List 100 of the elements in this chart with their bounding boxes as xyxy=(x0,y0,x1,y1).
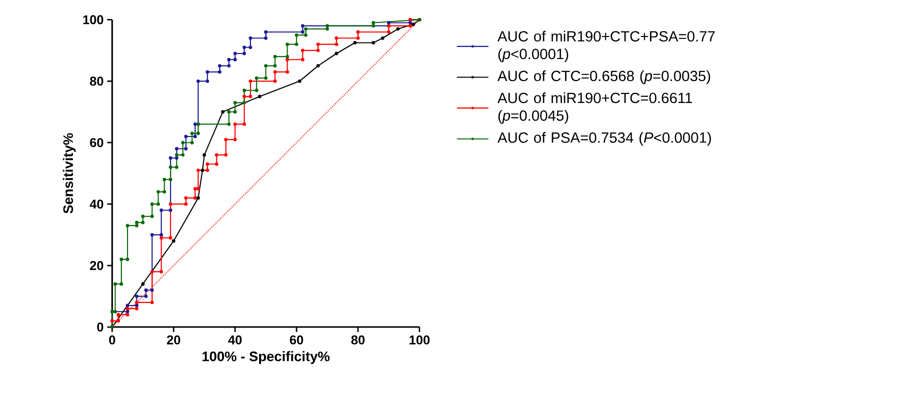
point xyxy=(114,310,117,314)
point xyxy=(264,76,268,80)
y-axis-title: Sensitivity% xyxy=(62,133,76,214)
point xyxy=(264,36,268,40)
point xyxy=(162,190,166,194)
x-tick-label: 100 xyxy=(410,335,430,345)
point xyxy=(135,300,138,304)
point xyxy=(264,64,268,68)
point xyxy=(144,294,148,298)
point xyxy=(396,27,400,31)
point xyxy=(248,80,252,83)
point xyxy=(233,138,237,142)
point xyxy=(242,101,246,104)
point xyxy=(242,52,246,56)
point xyxy=(227,122,231,126)
point xyxy=(135,306,138,310)
legend-label: AUC of miR190+CTC+PSA=0.77 (p<0.0001) xyxy=(498,30,715,62)
point xyxy=(387,21,390,25)
point xyxy=(233,58,237,62)
point xyxy=(168,156,172,160)
point xyxy=(196,187,200,191)
point xyxy=(144,288,148,292)
point xyxy=(353,41,357,45)
point xyxy=(190,141,194,144)
y-tick-label: 60 xyxy=(90,138,104,148)
point xyxy=(200,168,204,172)
point xyxy=(356,30,360,34)
point xyxy=(120,258,124,262)
point xyxy=(254,76,258,80)
y-tick-label: 100 xyxy=(83,15,104,24)
x-tick-label: 60 xyxy=(290,335,304,345)
y-tick-label: 80 xyxy=(90,76,104,86)
point xyxy=(196,80,200,83)
point xyxy=(372,21,376,25)
point xyxy=(168,208,172,212)
point xyxy=(181,153,185,157)
x-axis-title: 100% - Specificity% xyxy=(202,351,330,364)
point xyxy=(408,21,412,25)
point xyxy=(227,58,231,62)
point xyxy=(356,36,360,40)
point xyxy=(248,36,252,40)
point xyxy=(294,33,298,37)
point xyxy=(221,110,224,114)
point xyxy=(286,42,290,46)
point xyxy=(126,310,130,314)
point xyxy=(184,196,188,200)
point xyxy=(174,156,178,160)
point xyxy=(116,313,120,317)
point xyxy=(110,319,114,323)
point xyxy=(206,70,210,74)
point xyxy=(160,208,164,212)
point xyxy=(193,196,197,200)
point xyxy=(150,300,154,304)
point xyxy=(258,94,262,98)
point xyxy=(181,141,185,144)
point xyxy=(326,27,329,31)
point xyxy=(316,42,320,46)
point xyxy=(206,80,210,83)
point xyxy=(168,178,172,182)
y-tick-label: 40 xyxy=(90,200,104,209)
point xyxy=(184,202,188,206)
point xyxy=(227,64,231,68)
point xyxy=(135,294,138,298)
point xyxy=(273,80,277,83)
point xyxy=(214,153,218,157)
y-tick-label: 20 xyxy=(90,261,104,270)
point xyxy=(141,282,145,286)
point xyxy=(150,270,154,274)
point xyxy=(150,202,154,206)
point xyxy=(120,282,124,286)
point xyxy=(316,48,320,52)
point xyxy=(300,58,304,62)
legend-label: AUC of CTC=0.6568 (p=0.0035) xyxy=(498,70,710,84)
x-tick-label: 20 xyxy=(166,335,180,345)
point xyxy=(126,258,130,262)
point xyxy=(126,224,130,228)
point xyxy=(172,239,176,243)
point xyxy=(193,122,197,126)
point xyxy=(174,166,178,170)
point xyxy=(184,147,188,151)
point xyxy=(218,64,222,68)
point xyxy=(286,54,290,58)
point xyxy=(248,46,252,50)
point xyxy=(387,30,390,34)
point xyxy=(372,24,376,28)
point xyxy=(114,282,117,286)
point xyxy=(156,190,160,194)
point xyxy=(273,70,277,74)
point xyxy=(206,168,210,172)
point xyxy=(168,202,172,206)
point xyxy=(174,153,178,157)
point xyxy=(126,306,130,310)
point xyxy=(150,233,154,237)
point xyxy=(334,36,338,40)
point xyxy=(242,46,246,50)
point xyxy=(334,42,338,46)
point xyxy=(116,319,120,323)
point xyxy=(141,214,145,218)
point xyxy=(224,153,228,157)
point xyxy=(242,88,246,92)
